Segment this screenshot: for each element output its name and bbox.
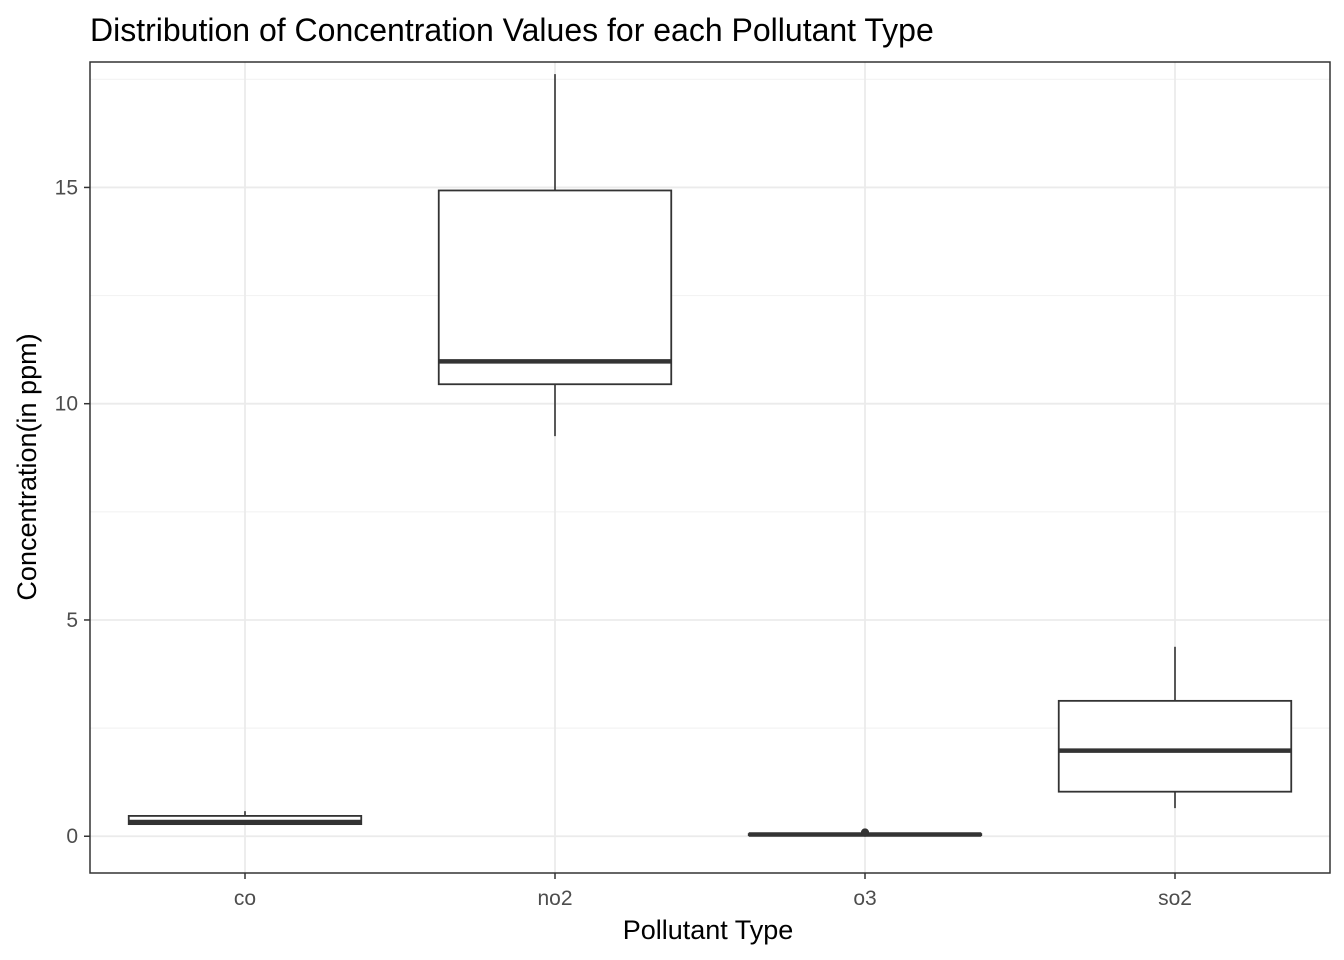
box-body [1057,699,1293,793]
y-tick-label: 5 [66,609,78,632]
box-no2 [437,74,673,437]
y-tick-label: 0 [66,825,78,848]
panel-border [89,61,1331,874]
outlier-point [861,828,869,837]
box-co [127,811,363,826]
y-tick-label: 10 [55,393,78,416]
axis-ticks: 0 5 10 15 co no2 o3 so2 [55,176,1192,910]
grid-lines [90,62,1330,873]
y-axis-title: Concentration(in ppm) [12,333,42,600]
x-tick-label: o3 [853,887,876,910]
x-tick-label: so2 [1158,887,1192,910]
x-tick-label: co [234,887,256,910]
chart-title: Distribution of Concentration Values for… [90,12,934,48]
y-tick-label: 15 [55,176,78,199]
box-layer [127,74,1293,837]
x-tick-label: no2 [537,887,572,910]
box-o3 [747,828,983,837]
box-so2 [1057,646,1293,809]
x-axis-title: Pollutant Type [623,915,794,945]
box-body [437,189,673,386]
